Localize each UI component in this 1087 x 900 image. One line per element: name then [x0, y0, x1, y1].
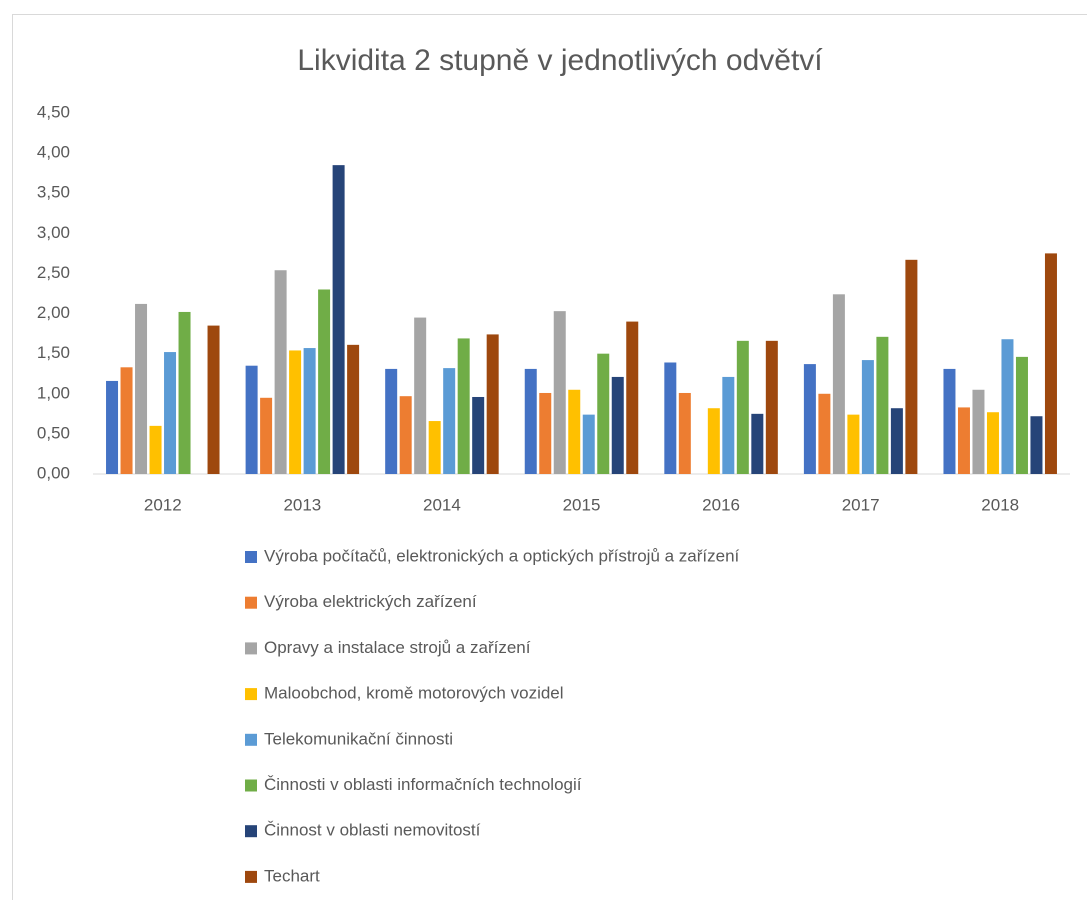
legend-swatch — [245, 596, 257, 609]
y-tick-label: 4,00 — [37, 143, 70, 162]
bar — [905, 259, 918, 474]
bar — [178, 311, 191, 474]
y-tick-label: 0,00 — [37, 463, 70, 482]
bar — [722, 376, 735, 474]
bar — [832, 294, 845, 474]
y-tick-label: 0,50 — [37, 423, 70, 442]
x-tick-label: 2015 — [563, 495, 601, 514]
bar — [707, 408, 720, 474]
bar — [1044, 253, 1057, 474]
bar — [106, 380, 119, 474]
x-tick-label: 2013 — [283, 495, 321, 514]
bar — [472, 396, 485, 474]
bar — [876, 336, 889, 474]
bar — [890, 408, 903, 474]
y-tick-label: 2,00 — [37, 303, 70, 322]
chart-title: Likvidita 2 stupně v jednotlivých odvětv… — [297, 44, 823, 77]
y-tick-label: 4,50 — [37, 102, 70, 121]
bar — [260, 397, 273, 474]
bar — [120, 367, 133, 474]
bar — [524, 368, 537, 474]
bar — [972, 389, 985, 474]
bar — [135, 303, 148, 474]
legend-label: Činnost v oblasti nemovitostí — [264, 821, 481, 840]
x-tick-label: 2017 — [842, 495, 880, 514]
y-tick-label: 1,00 — [37, 383, 70, 402]
chart-frame — [12, 14, 1087, 900]
bar — [957, 407, 970, 474]
y-tick-label: 1,50 — [37, 343, 70, 362]
x-tick-label: 2016 — [702, 495, 740, 514]
bar — [943, 368, 956, 474]
legend-swatch — [245, 779, 257, 792]
bar — [428, 421, 441, 474]
bar — [664, 362, 677, 474]
bar — [597, 353, 610, 474]
bar — [1001, 339, 1014, 474]
bar — [861, 360, 874, 474]
y-tick-label: 2,50 — [37, 263, 70, 282]
bar — [457, 338, 470, 474]
legend-label: Výroba elektrických zařízení — [264, 592, 477, 611]
legend-label: Činnosti v oblasti informačních technolo… — [264, 775, 582, 794]
legend-label: Opravy a instalace strojů a zařízení — [264, 638, 531, 657]
bar — [207, 325, 220, 474]
bar — [245, 365, 258, 474]
bar — [289, 350, 302, 474]
x-tick-label: 2014 — [423, 495, 461, 514]
bar — [318, 289, 331, 474]
bar — [149, 425, 162, 474]
x-tick-label: 2012 — [144, 495, 182, 514]
legend-swatch — [245, 870, 257, 883]
legend-swatch — [245, 551, 257, 563]
bar — [164, 352, 177, 474]
y-tick-label: 3,00 — [37, 223, 70, 242]
bar — [303, 348, 316, 474]
bar — [1015, 356, 1028, 474]
y-tick-label: 3,50 — [37, 183, 70, 202]
legend-label: Techart — [264, 866, 320, 885]
bar — [751, 413, 764, 474]
bar — [986, 412, 999, 474]
bar — [274, 270, 287, 474]
bar — [582, 414, 595, 474]
bar — [539, 392, 552, 474]
bar — [611, 376, 624, 474]
x-tick-label: 2018 — [981, 495, 1019, 514]
bar — [1030, 416, 1043, 474]
bar — [626, 321, 639, 474]
legend-swatch — [245, 688, 257, 701]
bar — [678, 392, 691, 474]
bar — [818, 393, 831, 474]
legend-label: Maloobchod, kromě motorových vozidel — [264, 684, 564, 703]
bar — [347, 344, 360, 474]
bar — [765, 340, 778, 474]
bar — [414, 317, 427, 474]
bar — [385, 368, 398, 474]
bar — [736, 340, 749, 474]
bar — [568, 389, 581, 474]
legend-swatch — [245, 733, 257, 746]
legend-label: Výroba počítačů, elektronických a optick… — [264, 546, 740, 565]
bar — [486, 334, 499, 474]
legend-label: Telekomunikační činnosti — [264, 729, 453, 748]
legend-swatch — [245, 825, 257, 838]
bar — [847, 414, 860, 474]
bar — [399, 396, 412, 474]
bar — [332, 165, 345, 474]
bar — [803, 364, 816, 474]
legend-swatch — [245, 642, 257, 655]
bar — [443, 368, 456, 474]
bar — [553, 311, 566, 474]
